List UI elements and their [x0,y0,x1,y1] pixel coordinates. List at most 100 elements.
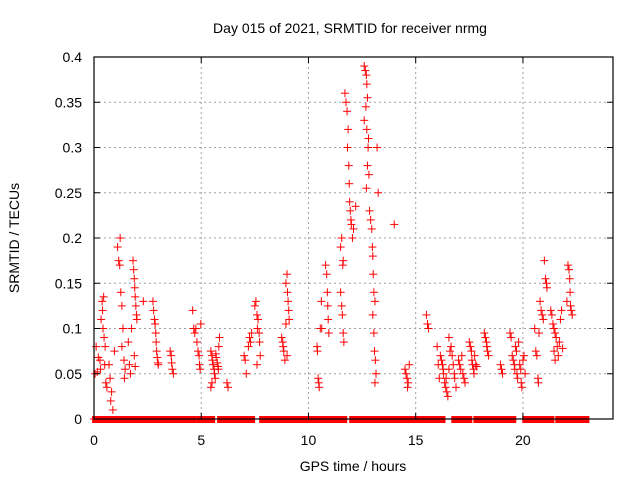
data-point [340,89,349,98]
data-point [284,297,293,306]
x-tick-label: 20 [515,432,531,448]
data-point [129,256,138,265]
data-point [515,360,524,369]
data-point [283,270,292,279]
x-axis-label: GPS time / hours [300,458,407,474]
data-point [279,347,288,356]
data-point [194,347,203,356]
data-point [404,378,413,387]
data-point [280,356,289,365]
data-point [436,351,445,360]
x-tick-label: 10 [301,432,317,448]
data-point [209,360,218,369]
data-point [279,342,288,351]
data-point [195,351,204,360]
data-point [246,338,255,347]
data-point [444,365,453,374]
data-point [139,297,148,306]
data-point [131,301,140,310]
data-point [370,378,379,387]
data-point [252,310,261,319]
y-tick-label: 0.1 [63,321,83,337]
data-point [472,362,481,371]
data-point [115,261,124,270]
data-point [365,206,374,215]
data-point [538,310,547,319]
data-point [542,283,551,292]
data-point [371,356,380,365]
data-point [400,365,409,374]
data-point [207,378,216,387]
data-points [91,62,577,414]
data-point [536,297,545,306]
data-point [402,369,411,378]
data-point [154,360,163,369]
data-point [117,342,126,351]
data-point [206,347,215,356]
data-point [206,383,215,392]
data-point [521,369,530,378]
data-point [455,360,464,369]
data-point [457,351,466,360]
data-point [448,351,457,360]
x-tick-label: 15 [408,432,424,448]
data-point [483,347,492,356]
data-point [213,358,222,367]
data-point [366,215,375,224]
y-tick-label: 0.3 [63,140,83,156]
data-point [467,347,476,356]
data-point [553,342,562,351]
data-point [551,356,560,365]
data-point [169,369,178,378]
data-point [363,161,372,170]
data-point [531,347,540,356]
data-point [240,351,249,360]
data-point [167,358,176,367]
data-point [168,365,177,374]
data-point [368,252,377,261]
data-point [284,306,293,315]
data-point [368,310,377,319]
data-point [361,102,370,111]
data-point [347,220,356,229]
data-point [363,93,372,102]
y-axis-label: SRMTID / TECUs [6,183,22,293]
data-point [514,338,523,347]
data-point [113,243,122,252]
data-point [470,351,479,360]
data-point [211,374,220,383]
data-point [422,310,431,319]
data-point [530,324,539,333]
data-point [127,324,136,333]
data-point [188,306,197,315]
data-point [337,301,346,310]
data-point [250,301,259,310]
data-point [277,333,286,342]
data-point [441,383,450,392]
data-point [519,351,528,360]
data-point [317,297,326,306]
data-point [405,360,414,369]
data-point [116,234,125,242]
data-point [167,351,176,360]
data-point [153,353,162,362]
data-point [131,292,140,301]
data-point [368,243,377,252]
data-point [556,315,565,324]
data-point [98,297,107,306]
data-point [541,274,550,283]
data-point [566,301,575,310]
data-point [99,324,108,333]
data-point [101,378,110,387]
data-point [150,315,159,324]
x-tick-label: 5 [197,432,205,448]
data-point [110,347,119,356]
y-tick-label: 0.35 [55,94,82,110]
data-point [517,383,526,392]
data-point [214,365,223,374]
data-point [433,342,442,351]
data-point [539,315,548,324]
data-point [255,329,264,338]
data-point [554,351,563,360]
data-point [450,374,459,383]
